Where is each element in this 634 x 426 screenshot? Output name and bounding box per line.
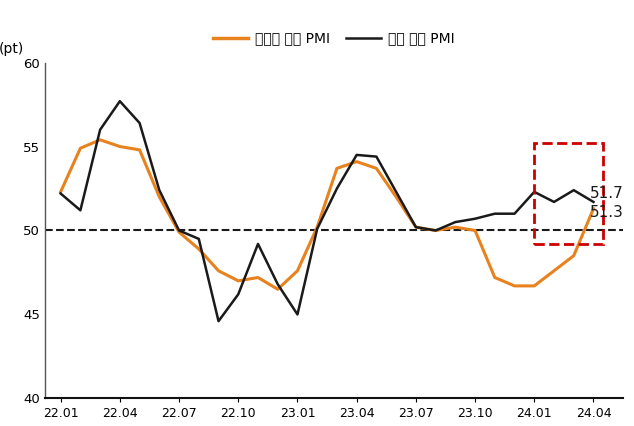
Legend: 유로존 종합 PMI, 미국 종합 PMI: 유로존 종합 PMI, 미국 종합 PMI xyxy=(207,26,460,51)
Text: (pt): (pt) xyxy=(0,42,24,56)
Text: 51.7: 51.7 xyxy=(590,186,623,201)
Bar xyxy=(534,143,604,244)
Text: 51.3: 51.3 xyxy=(590,204,623,219)
